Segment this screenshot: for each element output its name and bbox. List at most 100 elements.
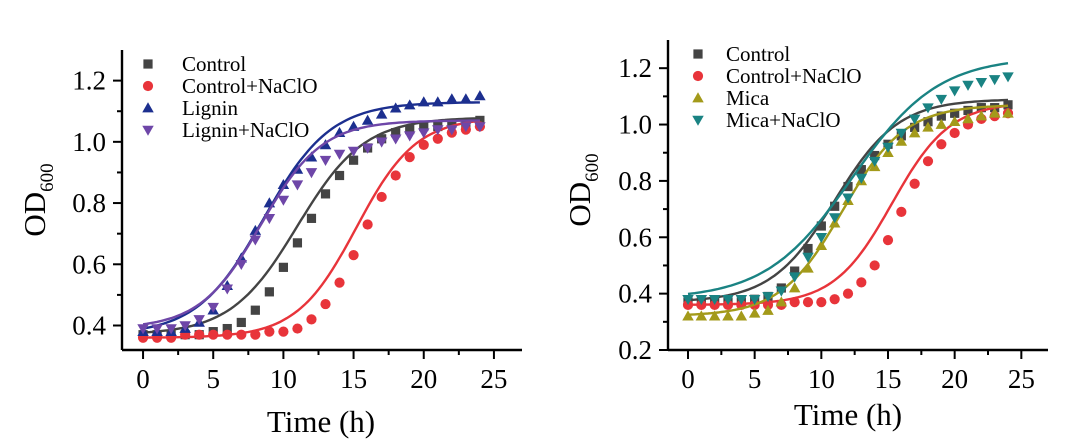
data-point [418, 128, 430, 139]
fit-curve [687, 62, 1009, 296]
series-mica [682, 104, 1014, 321]
data-point [474, 122, 486, 133]
data-point [695, 294, 708, 306]
data-point [235, 259, 248, 271]
data-point [348, 250, 359, 261]
data-point [222, 329, 233, 340]
data-point [446, 93, 458, 104]
data-point [333, 149, 346, 160]
data-point [264, 326, 275, 337]
data-point [909, 178, 920, 189]
data-point [375, 137, 388, 148]
fit-curve [687, 98, 1009, 302]
data-point [1003, 100, 1013, 110]
data-point [790, 266, 800, 276]
data-point [249, 224, 262, 235]
data-point [922, 121, 934, 132]
data-point [896, 206, 907, 218]
data-point [432, 133, 443, 144]
y-tick-label: 1.2 [72, 66, 106, 96]
x-tick-label: 20 [941, 364, 968, 394]
data-point [236, 329, 247, 340]
data-point [963, 105, 973, 116]
data-point [828, 213, 841, 224]
legend-label: Mica+NaClO [726, 108, 841, 132]
data-point [391, 128, 401, 138]
series-mica-naclo [682, 62, 1014, 306]
data-point [334, 170, 345, 181]
legend-label: Control+NaClO [726, 64, 862, 88]
data-point [236, 317, 246, 328]
data-point [319, 155, 332, 166]
data-point [250, 329, 261, 340]
y-tick-label: 0.8 [72, 188, 106, 218]
x-tick-label: 15 [875, 364, 902, 394]
data-point [193, 315, 205, 326]
y-tick-label: 0.8 [618, 166, 652, 196]
data-point [802, 296, 814, 308]
data-point [788, 272, 801, 283]
data-point [405, 124, 415, 135]
data-point [151, 324, 163, 335]
data-point [1002, 107, 1014, 118]
data-point [460, 93, 472, 104]
data-point [334, 277, 345, 288]
x-tick-label: 0 [136, 364, 150, 394]
data-point [748, 307, 761, 318]
data-point [207, 302, 219, 313]
x-tick-label: 20 [410, 364, 437, 394]
x-tick-label: 5 [206, 364, 220, 394]
panel-left: 0 5 10 15 20 25 0.4 0.6 0.8 1.0 1.2 Time (h) OD600 Co… [17, 50, 522, 439]
data-point [908, 114, 921, 125]
data-point [988, 75, 1001, 86]
data-point [263, 214, 276, 225]
series-control-naclo [682, 104, 1014, 311]
y-axis-title-subscript: 600 [37, 163, 58, 192]
data-point [962, 113, 974, 124]
data-point [870, 150, 880, 161]
data-point [682, 294, 694, 306]
data-point [320, 298, 331, 310]
data-point [843, 181, 853, 192]
y-axis-title: OD600 [17, 163, 58, 236]
data-point [418, 139, 429, 150]
data-point [1002, 72, 1014, 83]
fit-curve [142, 117, 480, 334]
data-point [842, 288, 854, 299]
data-point [882, 142, 894, 153]
data-point [264, 287, 274, 297]
series-control [138, 115, 485, 340]
data-point [895, 135, 908, 146]
data-point [447, 118, 457, 129]
data-point [948, 115, 961, 127]
data-point [306, 314, 317, 325]
data-point [348, 155, 359, 165]
y-axis-title-subscript: 600 [582, 153, 603, 182]
data-point [708, 310, 721, 321]
panel-right: 0 5 10 15 20 25 0.2 0.4 0.6 0.8 1.0 1.2 Time (h) OD60… [562, 40, 1048, 432]
data-point [432, 125, 444, 136]
data-point [403, 131, 416, 142]
legend-label: Mica [726, 86, 770, 110]
data-point [788, 282, 801, 293]
data-point [949, 127, 960, 139]
legend-label: Lignin [182, 96, 238, 120]
data-point [389, 102, 402, 113]
data-point [222, 323, 232, 334]
legend-label: Control+NaClO [182, 74, 318, 98]
fit-curve [688, 104, 1009, 306]
data-point [305, 168, 318, 179]
data-point [869, 260, 880, 271]
data-point [815, 232, 828, 244]
data-point [775, 286, 788, 297]
data-point [935, 94, 948, 105]
y-axis-title: OD600 [562, 153, 603, 226]
data-point [842, 193, 854, 204]
data-point [277, 195, 290, 206]
data-point [816, 296, 827, 308]
x-tick-label: 25 [1008, 364, 1035, 394]
x-axis-title: Time (h) [794, 397, 902, 432]
x-tick-label: 0 [681, 364, 695, 394]
data-point [922, 156, 934, 167]
legend-marker [693, 49, 703, 59]
